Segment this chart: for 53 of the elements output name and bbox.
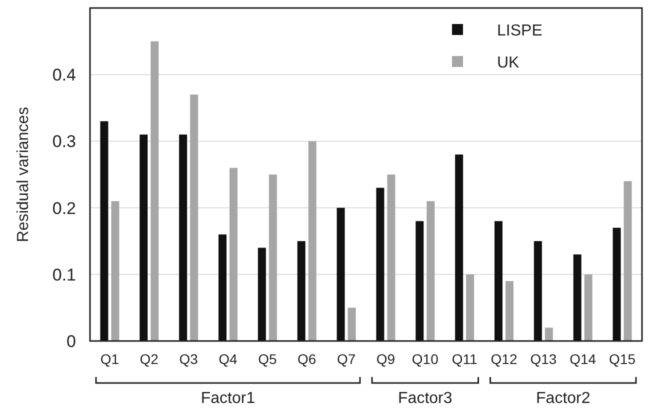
bar (416, 221, 424, 341)
x-tick-label: Q12 (490, 351, 518, 367)
y-axis-title: Residual variances (15, 106, 32, 242)
x-tick-label: Q9 (376, 351, 396, 367)
y-tick-label: 0.2 (52, 198, 76, 218)
bar (584, 274, 592, 341)
bar (348, 308, 356, 341)
text: Factor1 (200, 390, 256, 407)
bar (268, 174, 277, 341)
x-tick-label: Q7 (336, 351, 356, 367)
x-tick-label: Q13 (530, 351, 557, 367)
bar (190, 94, 198, 341)
bar (230, 168, 238, 341)
bar (534, 241, 542, 341)
bar (140, 134, 148, 341)
bar (455, 154, 464, 341)
bar (297, 241, 306, 341)
x-tick-label: Q10 (412, 351, 439, 367)
x-tick-label: Q4 (218, 351, 238, 367)
y-tick-label: 0.1 (52, 265, 76, 284)
x-tick-label: Q5 (258, 351, 277, 367)
text: Factor2 (536, 390, 590, 407)
bar (336, 208, 345, 341)
bar (624, 181, 632, 341)
bar (573, 254, 582, 341)
bar (308, 141, 316, 341)
bar (506, 281, 514, 341)
x-tick-label: Q15 (609, 351, 636, 367)
bar (376, 188, 384, 341)
x-tick-label: Q14 (570, 351, 596, 367)
bar (179, 134, 188, 341)
y-tick-label: 0.3 (52, 132, 76, 152)
bar (100, 121, 108, 341)
legend-label: LISPE (497, 22, 542, 40)
x-tick-label: Q2 (140, 351, 159, 367)
bar (258, 248, 266, 341)
x-tick-label: Q11 (452, 351, 478, 367)
text: Factor3 (398, 390, 452, 407)
legend-label: UK (497, 54, 520, 72)
bar (494, 221, 502, 341)
x-tick-label: Q3 (179, 351, 198, 367)
bar (111, 201, 120, 341)
x-tick-label: Q1 (100, 351, 120, 367)
bar (466, 274, 474, 341)
x-tick-label: Q6 (298, 351, 316, 367)
bar (387, 174, 396, 341)
y-tick-label: 0.4 (52, 66, 76, 85)
bar (218, 234, 226, 341)
bar (426, 201, 435, 341)
bar (612, 228, 621, 341)
y-tick-label: 0 (66, 332, 76, 351)
bar (544, 328, 553, 341)
bar (150, 41, 159, 341)
